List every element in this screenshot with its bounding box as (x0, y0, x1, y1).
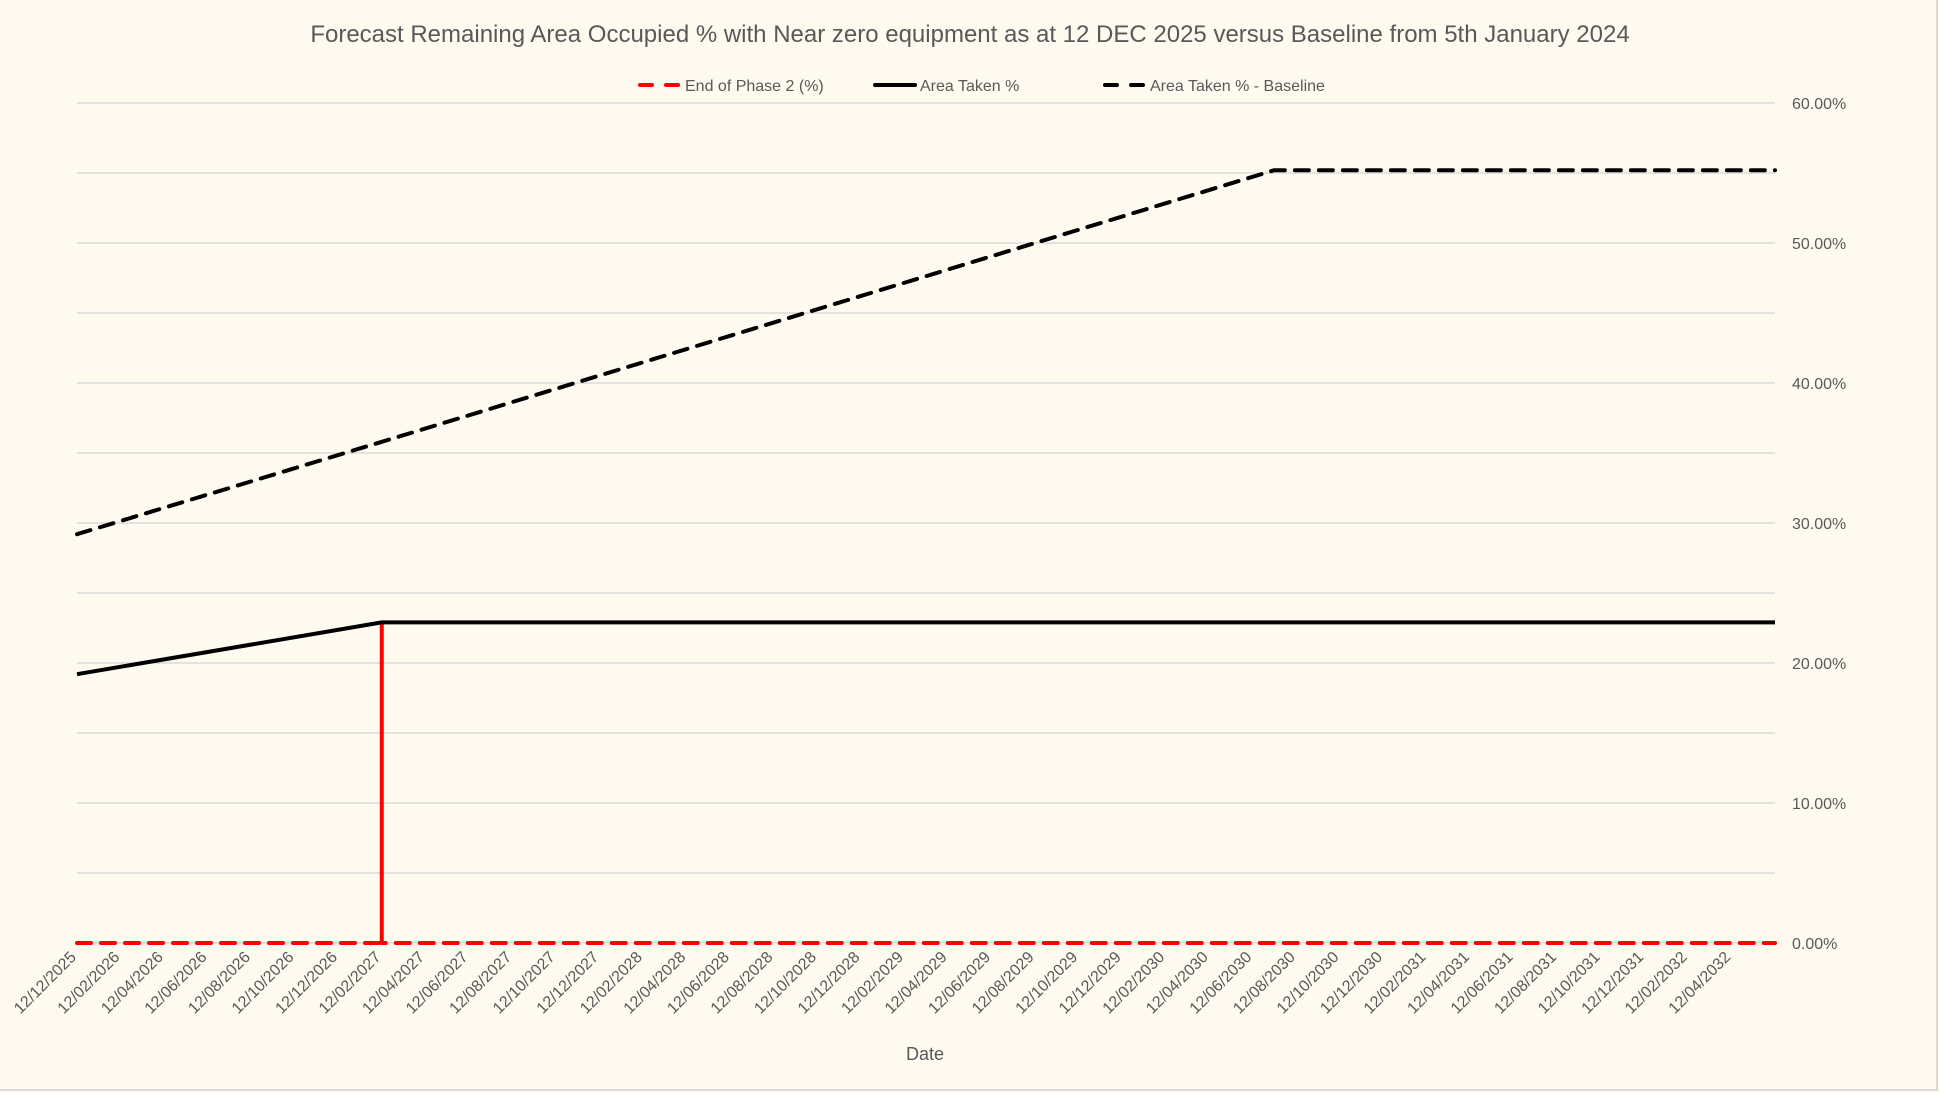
gridlines (77, 102, 1775, 944)
y-axis: 0.00% 10.00% 20.00% 30.00% 40.00% 50.00% 60.00… (1792, 96, 1846, 953)
series-line-2 (75, 168, 1777, 537)
y-tick-label: 30.00% (1792, 516, 1846, 533)
y-tick-label: 60.00% (1792, 96, 1846, 113)
y-tick-label: 10.00% (1792, 796, 1846, 813)
legend-label: Area Taken % - Baseline (1150, 78, 1325, 95)
legend: End of Phase 2 (%) Area Taken % Area Taken… (638, 78, 1325, 95)
y-tick-label: 0.00% (1792, 936, 1837, 953)
chart-title: Forecast Remaining Area Occupied % with … (310, 21, 1629, 48)
series-line-0 (75, 620, 1777, 945)
y-tick-label: 50.00% (1792, 236, 1846, 253)
series-line-1 (76, 620, 1775, 677)
legend-label: End of Phase 2 (%) (685, 78, 824, 95)
legend-label: Area Taken % (920, 78, 1019, 95)
x-axis-title: Date (906, 1044, 944, 1064)
y-tick-label: 20.00% (1792, 656, 1846, 673)
series-lines (75, 168, 1777, 945)
x-axis: 12/12/202512/02/202612/04/202612/06/2026… (11, 949, 1734, 1018)
y-tick-label: 40.00% (1792, 376, 1846, 393)
